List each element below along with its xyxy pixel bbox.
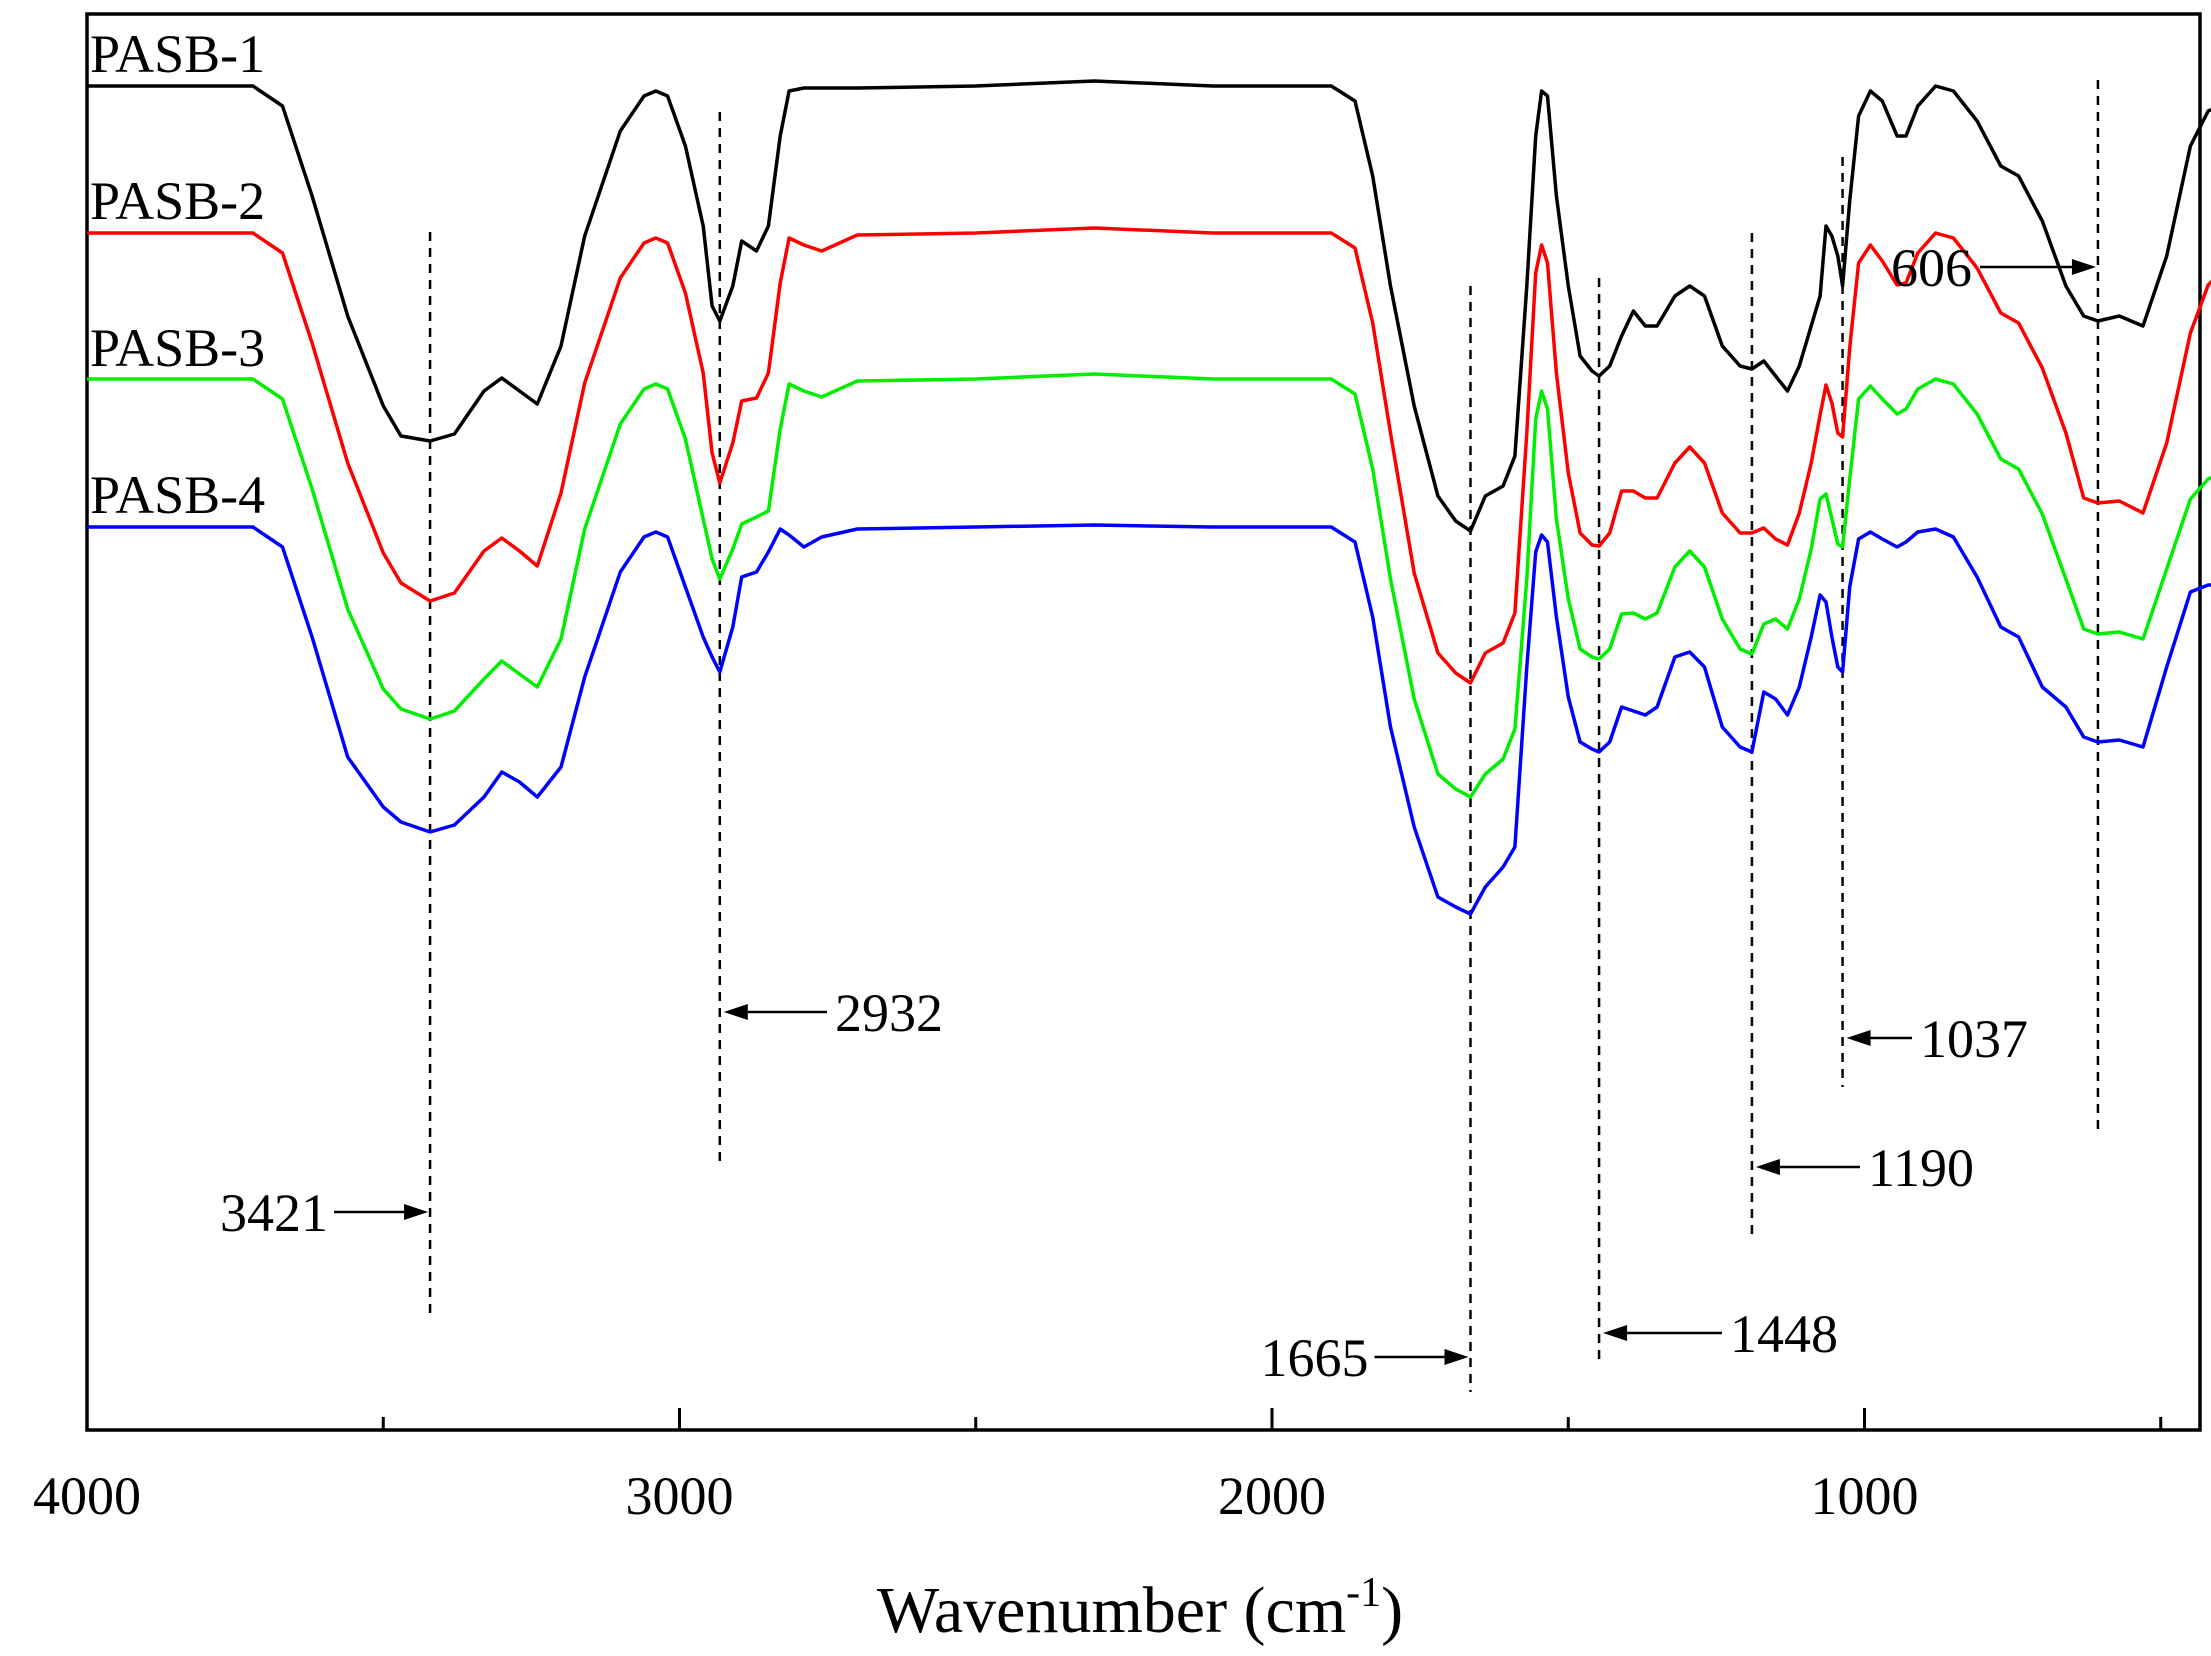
x-axis-title-close: ) xyxy=(1381,1574,1403,1647)
arrow-head-1665 xyxy=(1444,1349,1469,1365)
arrow-head-3421 xyxy=(404,1204,429,1220)
series-line-pasb-4 xyxy=(87,523,2211,916)
annotation-1190: 1190 xyxy=(1755,1138,1974,1198)
arrow-head-1190 xyxy=(1755,1159,1780,1175)
annotation-1665: 1665 xyxy=(1260,1328,1469,1388)
peak-annotations: 3421 2932 1665 1448 1190 1037 606 xyxy=(220,238,2096,1388)
annotation-2932: 2932 xyxy=(723,983,943,1043)
x-tick-label-3000: 3000 xyxy=(626,1466,734,1526)
series-curves xyxy=(87,79,2211,916)
series-line-pasb-3 xyxy=(87,372,2211,799)
annotation-606: 606 xyxy=(1891,238,2096,298)
series-label-pasb-2: PASB-2 xyxy=(90,171,265,231)
annotation-label-3421: 3421 xyxy=(220,1183,328,1243)
series-labels: PASB-1 PASB-2 PASB-3 PASB-4 xyxy=(90,24,265,525)
annotation-3421: 3421 xyxy=(220,1183,429,1243)
annotation-label-1190: 1190 xyxy=(1868,1138,1974,1198)
x-axis-title: Wavenumber (cm-1) xyxy=(877,1570,1403,1647)
x-tick-label-1000: 1000 xyxy=(1811,1466,1919,1526)
series-label-pasb-3: PASB-3 xyxy=(90,318,265,378)
series-line-pasb-1 xyxy=(87,79,2211,533)
annotation-label-1037: 1037 xyxy=(1920,1009,2028,1069)
x-tick-label-4000: 4000 xyxy=(33,1466,141,1526)
arrow-head-1448 xyxy=(1603,1325,1628,1341)
x-axis-title-main: Wavenumber (cm xyxy=(877,1574,1346,1647)
plot-frame xyxy=(85,12,2202,1432)
x-axis-title-sup: -1 xyxy=(1346,1570,1381,1616)
annotation-label-2932: 2932 xyxy=(835,983,943,1043)
x-axis-ticks: 4000 3000 2000 1000 xyxy=(33,1408,2163,1526)
x-tick-label-2000: 2000 xyxy=(1218,1466,1326,1526)
annotation-1037: 1037 xyxy=(1846,1009,2028,1069)
annotation-label-1665: 1665 xyxy=(1260,1328,1368,1388)
annotation-label-1448: 1448 xyxy=(1730,1304,1838,1364)
arrow-head-606 xyxy=(2071,259,2096,275)
arrow-head-1037 xyxy=(1846,1030,1871,1046)
annotation-label-606: 606 xyxy=(1891,238,1972,298)
series-line-pasb-2 xyxy=(87,226,2211,685)
annotation-1448: 1448 xyxy=(1603,1304,1838,1364)
guide-lines xyxy=(428,80,2100,1392)
series-label-pasb-4: PASB-4 xyxy=(90,465,265,525)
series-label-pasb-1: PASB-1 xyxy=(90,24,265,84)
arrow-head-2932 xyxy=(723,1004,748,1020)
